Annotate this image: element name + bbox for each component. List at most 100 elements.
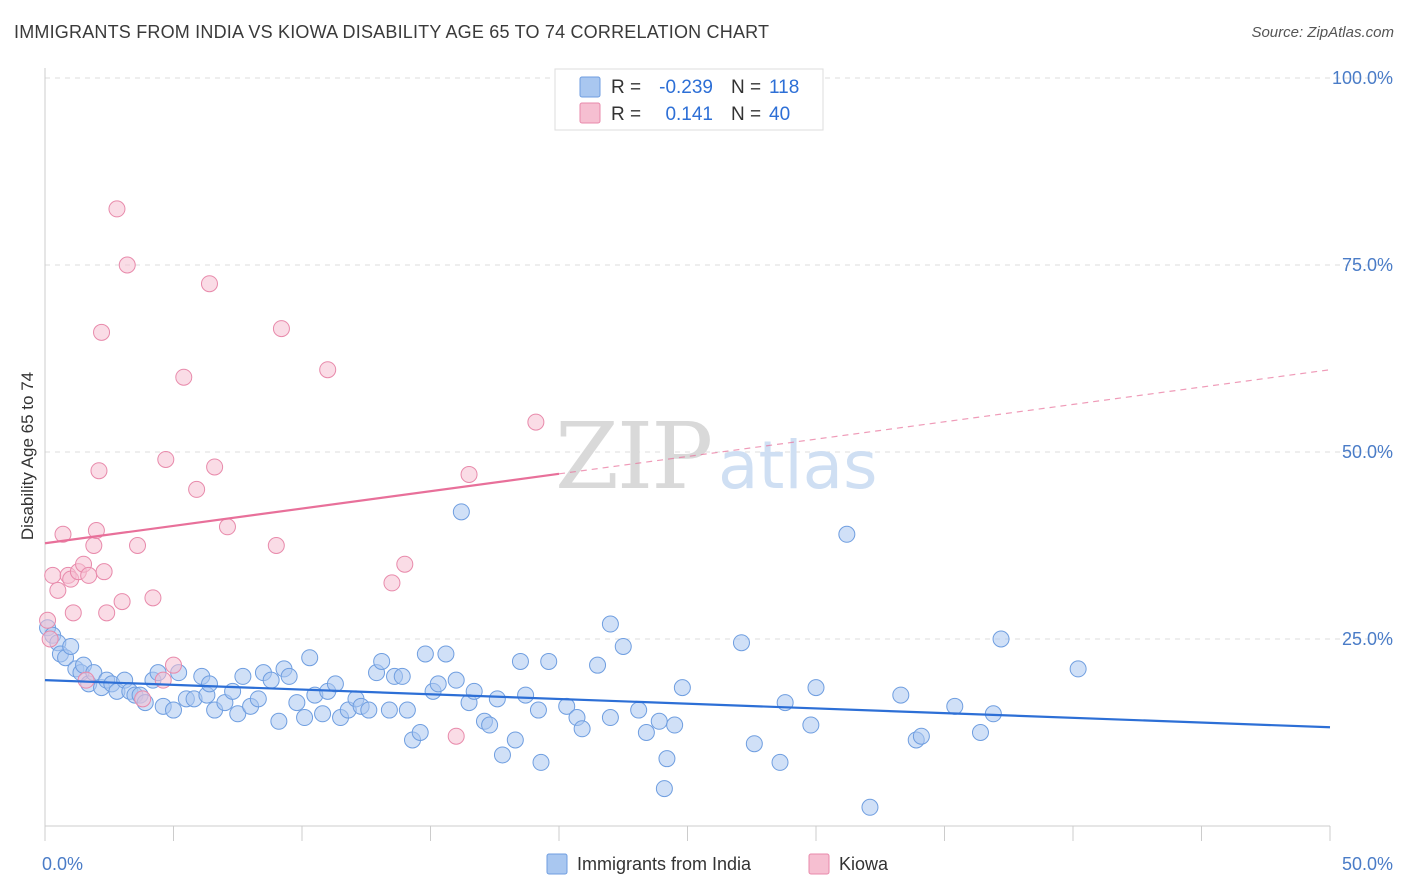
india-point bbox=[452, 503, 470, 521]
kiowa-point bbox=[206, 458, 224, 476]
kiowa-point bbox=[54, 525, 72, 543]
india-point bbox=[666, 716, 684, 734]
x-tick-label-max: 50.0% bbox=[1342, 854, 1393, 874]
kiowa-point bbox=[134, 690, 152, 708]
y-tick-label: 100.0% bbox=[1332, 68, 1393, 88]
india-point bbox=[62, 637, 80, 655]
watermark-zip: ZIP bbox=[555, 403, 711, 510]
india-point bbox=[506, 731, 524, 749]
india-point bbox=[411, 724, 429, 741]
india-point bbox=[280, 667, 298, 685]
legend-bottom-swatch-kiowa bbox=[808, 853, 830, 875]
kiowa-point bbox=[87, 522, 105, 540]
legend-top-r-label-kiowa: R = bbox=[611, 104, 641, 125]
kiowa-point bbox=[98, 604, 116, 622]
kiowa-point bbox=[77, 671, 95, 689]
kiowa-point bbox=[41, 630, 59, 648]
kiowa-point bbox=[188, 480, 206, 498]
india-point bbox=[416, 645, 434, 663]
india-point bbox=[1069, 660, 1087, 678]
legend-top-n-label-india: N = bbox=[731, 77, 761, 98]
india-point bbox=[270, 712, 288, 730]
india-point bbox=[488, 690, 506, 708]
india-point bbox=[249, 690, 267, 708]
kiowa-point bbox=[64, 604, 82, 622]
kiowa-point bbox=[175, 368, 193, 386]
india-point bbox=[314, 705, 332, 723]
kiowa-point bbox=[80, 566, 98, 584]
legend-top-r-value-kiowa: 0.141 bbox=[665, 104, 713, 125]
india-point bbox=[429, 675, 447, 693]
india-point bbox=[946, 697, 964, 715]
kiowa-point bbox=[527, 413, 545, 431]
kiowa-point bbox=[267, 537, 285, 554]
kiowa-point bbox=[447, 727, 465, 745]
legend-top-r-value-india: -0.239 bbox=[659, 77, 713, 98]
india-point bbox=[529, 701, 547, 719]
trendlines bbox=[44, 369, 1331, 729]
legend-top-n-value-india: 118 bbox=[769, 77, 799, 98]
x-tick-label-min: 0.0% bbox=[42, 854, 83, 874]
kiowa-point bbox=[113, 593, 131, 611]
y-tick-label: 25.0% bbox=[1342, 629, 1393, 649]
india-point bbox=[614, 637, 632, 655]
legend-top: R = -0.239 N = 118 R = 0.141 N = 40 bbox=[554, 68, 824, 131]
kiowa-point bbox=[95, 563, 113, 581]
india-point bbox=[637, 724, 655, 741]
india-point bbox=[601, 709, 619, 727]
india-point bbox=[589, 656, 607, 674]
india-point bbox=[517, 686, 535, 704]
legend-bottom: Immigrants from India Kiowa bbox=[546, 853, 889, 875]
india-point bbox=[380, 701, 398, 719]
india-point bbox=[658, 750, 676, 768]
india-point bbox=[360, 701, 378, 719]
india-point bbox=[650, 712, 668, 730]
kiowa-point bbox=[108, 200, 126, 218]
kiowa-trendline bbox=[44, 472, 560, 545]
kiowa-point bbox=[460, 465, 478, 483]
india-point bbox=[288, 694, 306, 712]
india-point bbox=[655, 780, 673, 798]
kiowa-point bbox=[85, 537, 103, 554]
kiowa-point bbox=[129, 537, 147, 554]
india-point bbox=[745, 735, 763, 753]
points bbox=[39, 200, 1087, 816]
india-point bbox=[892, 686, 910, 704]
kiowa-trendline-extension bbox=[558, 369, 1331, 475]
india-point bbox=[301, 649, 319, 667]
legend-top-n-value-kiowa: 40 bbox=[769, 104, 790, 125]
grid bbox=[45, 77, 1395, 640]
india-point bbox=[326, 675, 344, 693]
india-point bbox=[771, 753, 789, 771]
india-point bbox=[732, 634, 750, 652]
india-point bbox=[437, 645, 455, 663]
kiowa-point bbox=[90, 462, 108, 480]
india-point bbox=[838, 525, 856, 543]
india-point bbox=[861, 798, 879, 816]
legend-top-swatch-kiowa bbox=[579, 102, 601, 124]
india-point bbox=[481, 716, 499, 734]
watermark-atlas: atlas bbox=[718, 427, 878, 504]
legend-top-n-label-kiowa: N = bbox=[731, 104, 761, 125]
india-point bbox=[912, 727, 930, 745]
kiowa-point bbox=[118, 256, 136, 274]
india-point bbox=[373, 652, 391, 670]
kiowa-point bbox=[319, 361, 337, 379]
india-point bbox=[165, 701, 182, 719]
india-point bbox=[573, 720, 591, 738]
india-point bbox=[296, 709, 314, 727]
india-point bbox=[971, 724, 989, 741]
india-point bbox=[393, 667, 411, 685]
kiowa-point bbox=[44, 566, 62, 584]
india-point bbox=[540, 652, 558, 670]
kiowa-point bbox=[49, 581, 67, 599]
y-tick-label: 50.0% bbox=[1342, 442, 1393, 462]
kiowa-point bbox=[144, 589, 162, 607]
india-point bbox=[802, 716, 820, 734]
kiowa-point bbox=[383, 574, 401, 592]
india-point bbox=[200, 675, 218, 693]
legend-top-swatch-india bbox=[579, 76, 601, 98]
india-point bbox=[630, 701, 648, 719]
legend-top-r-label-india: R = bbox=[611, 77, 641, 98]
